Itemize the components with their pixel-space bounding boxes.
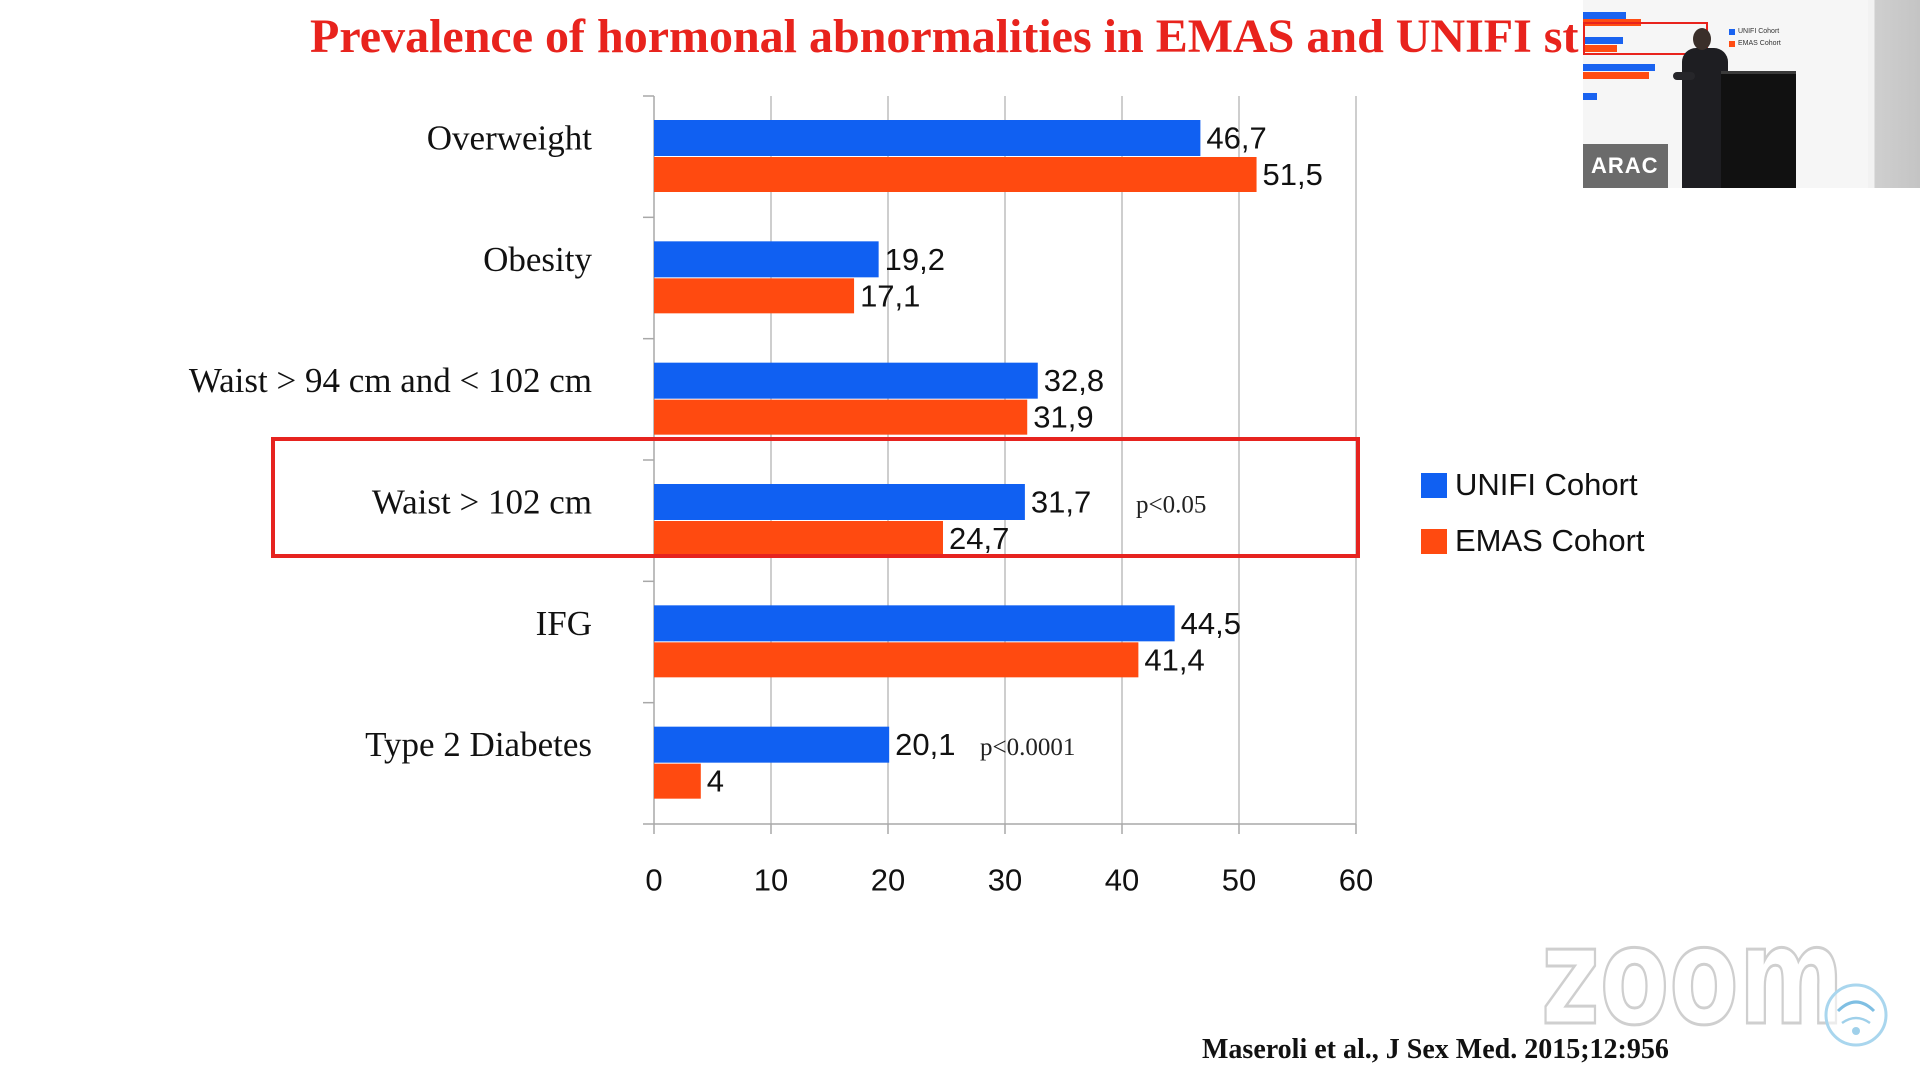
- data-label-unifi-cohort-waist-102-cm: 31,7: [1031, 485, 1091, 520]
- x-tick-label-30: 30: [988, 863, 1022, 898]
- highlight-box-waist-102-cm: [271, 437, 1360, 558]
- category-labels: Overweight Obesity Waist > 94 cm and < 102…: [189, 119, 593, 765]
- thumbnail-legend-swatch: [1729, 40, 1735, 47]
- bar-unifi-cohort-overweight: [654, 120, 1201, 156]
- x-tick-label-10: 10: [754, 863, 788, 898]
- bar-unifi-cohort-waist-94-cm-and-102-cm: [654, 362, 1038, 399]
- thumbnail-legend-item: UNIFI Cohort: [1729, 27, 1779, 36]
- bar-unifi-cohort-type-2-diabetes: [654, 726, 890, 763]
- thumbnail-wall: [1868, 0, 1920, 188]
- x-tick-label-50: 50: [1222, 863, 1256, 898]
- slide-title: Prevalence of hormonal abnormalities in …: [310, 10, 1579, 63]
- bar-unifi-cohort-obesity: [654, 241, 879, 278]
- bar-emas-cohort-waist-94-cm-and-102-cm: [654, 399, 1028, 435]
- thumbnail-mini-bar: [1583, 93, 1597, 100]
- thumbnail-legend-item: EMAS Cohort: [1729, 39, 1781, 48]
- p-value-annotation-type-2-diabetes: p<0.0001: [980, 734, 1075, 761]
- data-label-emas-cohort-waist-94-cm-and-102-cm: 31,9: [1033, 400, 1093, 435]
- data-label-emas-cohort-obesity: 17,1: [860, 278, 920, 313]
- category-label-waist-102-cm: Waist > 102 cm: [372, 483, 592, 522]
- slide-citation: Maseroli et al., J Sex Med. 2015;12:956: [1202, 1034, 1669, 1065]
- legend-swatch-emas-cohort: [1421, 528, 1447, 554]
- zoom-watermark-text: zoom: [1541, 898, 1844, 1055]
- thumbnail-mini-bar: [1583, 72, 1649, 79]
- thumbnail-mini-bar: [1583, 45, 1617, 52]
- thumbnail-legend-swatch: [1729, 28, 1735, 35]
- x-tick-label-20: 20: [871, 863, 905, 898]
- legend-item-emas-cohort: EMAS Cohort: [1421, 525, 1645, 557]
- presenter-body: [1682, 48, 1728, 188]
- bar-emas-cohort-ifg: [654, 642, 1139, 678]
- bar-emas-cohort-obesity: [654, 278, 855, 314]
- data-label-unifi-cohort-overweight: 46,7: [1206, 121, 1266, 156]
- participant-name-label: ARAC: [1583, 144, 1668, 188]
- category-label-type-2-diabetes: Type 2 Diabetes: [365, 725, 592, 764]
- x-tick-label-40: 40: [1105, 863, 1139, 898]
- video-thumbnail[interactable]: UNIFI Cohort EMAS Cohort ARAC: [1583, 0, 1920, 188]
- bar-unifi-cohort-ifg: [654, 605, 1175, 642]
- data-label-unifi-cohort-obesity: 19,2: [885, 242, 945, 277]
- bar-emas-cohort-overweight: [654, 157, 1257, 192]
- thumbnail-mini-bar: [1583, 64, 1655, 71]
- category-label-obesity: Obesity: [483, 240, 592, 279]
- data-label-unifi-cohort-type-2-diabetes: 20,1: [895, 727, 955, 762]
- bar-emas-cohort-type-2-diabetes: [654, 763, 701, 799]
- legend-swatch-unifi-cohort: [1421, 472, 1447, 498]
- category-label-overweight: Overweight: [427, 119, 593, 158]
- x-tick-label-0: 0: [645, 863, 662, 898]
- bar-unifi-cohort-waist-102-cm: [654, 484, 1025, 520]
- data-label-unifi-cohort-ifg: 44,5: [1181, 606, 1241, 641]
- data-label-emas-cohort-overweight: 51,5: [1263, 157, 1323, 192]
- data-label-unifi-cohort-waist-94-cm-and-102-cm: 32,8: [1044, 363, 1104, 398]
- legend-label-emas-cohort: EMAS Cohort: [1455, 523, 1645, 558]
- data-label-emas-cohort-waist-102-cm: 24,7: [949, 521, 1009, 556]
- podium: [1721, 71, 1796, 188]
- thumbnail-mini-bar: [1583, 12, 1626, 19]
- bars: 46,7 19,2 32,8 31,7 44,5 20,1 51,5 17,1 31,9 24,7…: [654, 120, 1323, 799]
- data-label-emas-cohort-type-2-diabetes: 4: [707, 764, 724, 799]
- bar-emas-cohort-waist-102-cm: [654, 521, 943, 556]
- category-label-waist-94-cm-and-102-cm: Waist > 94 cm and < 102 cm: [189, 361, 592, 400]
- thumbnail-legend-label: UNIFI Cohort: [1738, 28, 1780, 35]
- presenter-head: [1693, 28, 1711, 50]
- zoom-watermark: zoom: [1540, 897, 1888, 1057]
- p-value-annotation-waist-102-cm: p<0.05: [1136, 492, 1206, 519]
- presenter-arm: [1673, 72, 1695, 80]
- category-label-ifg: IFG: [536, 604, 592, 643]
- legend-item-unifi-cohort: UNIFI Cohort: [1421, 469, 1638, 501]
- thumbnail-legend-label: EMAS Cohort: [1738, 40, 1781, 47]
- legend-label-unifi-cohort: UNIFI Cohort: [1455, 467, 1638, 502]
- annotations: p<0.05 p<0.0001: [980, 492, 1206, 762]
- society-emblem-icon: [1824, 983, 1888, 1047]
- x-tick-label-60: 60: [1339, 863, 1373, 898]
- data-label-emas-cohort-ifg: 41,4: [1144, 642, 1204, 677]
- thumbnail-mini-bar: [1583, 37, 1623, 44]
- axes-and-grid: 0 10 20 30 40 50 60: [643, 95, 1373, 898]
